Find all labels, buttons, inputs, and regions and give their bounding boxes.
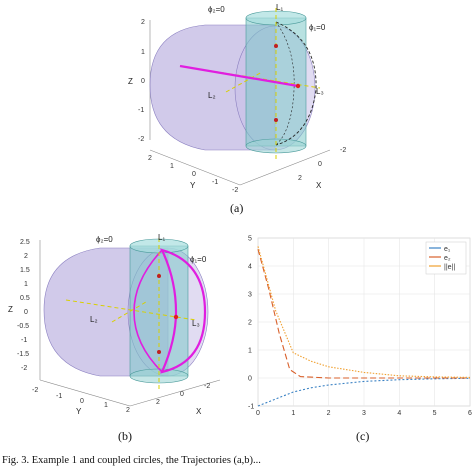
point-marker <box>157 274 161 278</box>
panel-b-plot: 2.5 2 1.5 1 0.5 0 -0.5 -1 -1.5 -2 Z ϕ₂=0… <box>8 233 221 416</box>
panel-a-ztick: 1 <box>141 49 145 56</box>
panel-b-ztick: -0.5 <box>17 323 29 330</box>
panel-b-ztick: 1 <box>24 281 28 288</box>
panel-b-xtick: 2 <box>156 399 160 406</box>
panel-a-plot: 2 1 0 -1 -2 Z ϕ₂=0 ϕ₁=0 L₁ L₂ L₃ 2 <box>128 3 346 194</box>
chart-series-line <box>257 249 470 379</box>
panel-a-ytick: -2 <box>232 187 238 194</box>
chart-x-tick-label: 2 <box>327 410 331 417</box>
chart-x-tick-label: 4 <box>397 410 401 417</box>
panel-b-ztick: 0.5 <box>20 295 30 302</box>
panel-b-L1-label: L₁ <box>158 233 165 242</box>
panel-b-ytick: 0 <box>80 398 84 405</box>
panel-a-phi2-label: ϕ₂=0 <box>208 5 225 14</box>
chart-legend-box <box>425 241 467 275</box>
panel-b-xtick: 0 <box>180 391 184 398</box>
panel-a-xtick: -2 <box>340 147 346 154</box>
line-L3 <box>65 299 197 321</box>
chart-y-tick-label: 1 <box>248 348 252 355</box>
chart-x-tick-label: 5 <box>433 410 437 417</box>
trajectory-b-back <box>133 249 163 373</box>
panel-a-xtick: 2 <box>298 175 302 182</box>
panel-a-x-label: X <box>316 181 322 190</box>
chart-series <box>257 246 471 407</box>
panel-b-ztick: 1.5 <box>20 267 30 274</box>
panel-b-L3-label: L₃ <box>192 319 200 328</box>
panel-a-xtick: 0 <box>318 161 322 168</box>
panel-b-phi2-label: ϕ₂=0 <box>96 235 113 244</box>
panel-b-ytick: 2 <box>126 407 130 414</box>
chart-y-tick-label: 0 <box>248 376 252 383</box>
panel-b-ytick: -2 <box>32 387 38 394</box>
panel-a-ytick: 2 <box>148 155 152 162</box>
chart-x-tick-label: 0 <box>256 410 260 417</box>
chart-legend-label: e₁ <box>444 246 451 253</box>
endpoint-marker <box>295 83 301 89</box>
chart-legend-label: ||e|| <box>444 264 455 271</box>
teal-cylinder-bottom <box>245 138 307 154</box>
panel-a-ztick: -2 <box>138 136 144 143</box>
panel-b-caption: (b) <box>118 429 132 443</box>
chart-x-tick-label: 1 <box>291 410 295 417</box>
panel-b-ztick: 0 <box>24 309 28 316</box>
chart-x-tick-label: 3 <box>362 410 366 417</box>
chart-y-tick-label: 3 <box>248 292 252 299</box>
chart-series-line <box>257 377 471 407</box>
panel-b-xtick: -2 <box>204 383 210 390</box>
chart-legend-label: e₂ <box>444 255 451 262</box>
panel-a-ytick: 1 <box>170 163 174 170</box>
trajectory-b <box>159 248 207 374</box>
panel-c-caption: (c) <box>356 429 369 443</box>
point-marker <box>157 350 161 354</box>
panel-a-y-label: Y <box>190 181 196 190</box>
panel-a-ztick: 2 <box>141 19 145 26</box>
chart-y-tick-label: 2 <box>248 320 252 327</box>
panel-b-ztick: -2 <box>21 365 27 372</box>
panel-a-z-label: Z <box>128 77 133 86</box>
panel-b-y-label: Y <box>76 407 82 416</box>
panel-b-ztick: -1.5 <box>17 351 29 358</box>
panel-a-ztick: -1 <box>138 107 144 114</box>
trajectory-a <box>179 64 299 88</box>
endpoint-marker <box>173 314 179 320</box>
chart-y-tick-label: 4 <box>248 264 252 271</box>
chart-series-line <box>257 246 471 378</box>
panel-b-ytick: 1 <box>104 402 108 409</box>
panel-b-L2-label: L₂ <box>90 315 98 324</box>
intersection-curve <box>275 21 317 146</box>
figure-caption-line: Fig. 3. Example 1 and coupled circles, t… <box>2 455 261 466</box>
panel-b-ztick: 2 <box>24 253 28 260</box>
chart-legend: e₁ e₂ ||e|| <box>425 241 467 275</box>
panel-b-z-label: Z <box>8 305 13 314</box>
panel-a-ztick: 0 <box>141 78 145 85</box>
panel-b-phi1-label: ϕ₁=0 <box>190 255 207 264</box>
point-marker <box>274 44 278 48</box>
panel-a-L2-label: L₂ <box>208 91 216 100</box>
panel-a-L3-label: L₃ <box>316 87 324 96</box>
panel-a-ytick: 0 <box>192 171 196 178</box>
panel-a-phi1-label: ϕ₁=0 <box>309 23 326 32</box>
panel-a-caption: (a) <box>230 201 243 215</box>
point-marker <box>274 118 278 122</box>
panel-b-ztick: -1 <box>21 337 27 344</box>
panel-b-x-label: X <box>196 407 202 416</box>
panel-b-ytick: -1 <box>56 393 62 400</box>
chart-y-tick-label: 5 <box>248 236 252 243</box>
chart-y-tick-label: -1 <box>248 404 254 411</box>
chart-x-tick-label: 6 <box>468 410 472 417</box>
panel-a-L1-label: L₁ <box>276 3 283 12</box>
panel-a-ytick: -1 <box>212 179 218 186</box>
panel-b-ztick: 2.5 <box>20 239 30 246</box>
